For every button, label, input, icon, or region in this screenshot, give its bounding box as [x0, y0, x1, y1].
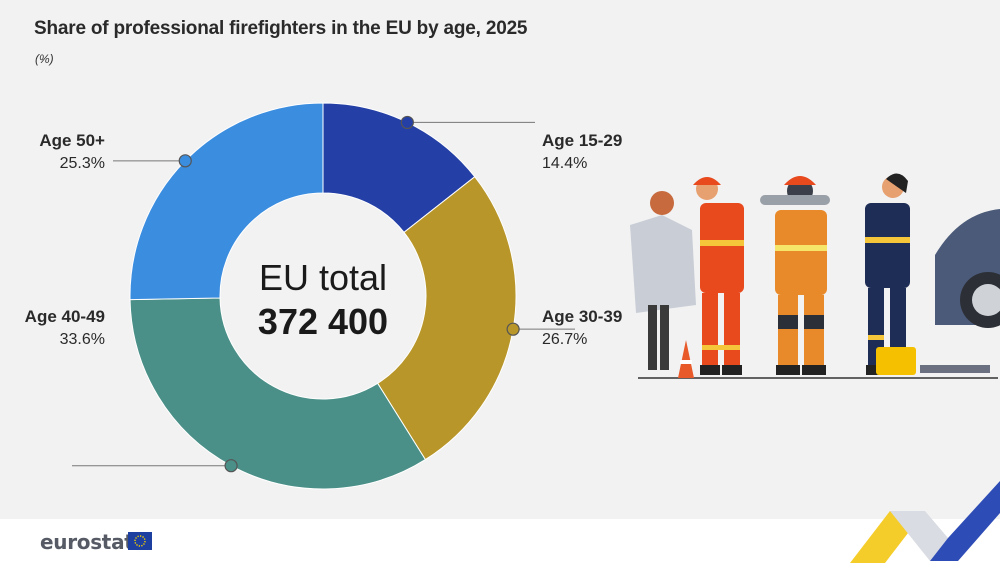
slice-value-label: 26.7% [542, 331, 587, 348]
slice-marker [224, 459, 238, 473]
slice-age-30-39 [376, 176, 517, 461]
slice-label: Age 40-49 [25, 307, 105, 326]
chart-title: Share of professional firefighters in th… [34, 18, 528, 39]
slice-marker [178, 154, 192, 168]
center-label-title: EU total [259, 257, 387, 298]
slice-marker [400, 115, 414, 130]
slice-label: Age 30-39 [542, 307, 622, 326]
slice-marker [506, 322, 520, 336]
eurostat-logo: eurostat [40, 530, 134, 554]
slice-age-40-49 [129, 297, 427, 490]
chart-unit: (%) [35, 52, 54, 66]
slice-label: Age 15-29 [542, 131, 622, 150]
slice-value-label: 33.6% [60, 331, 105, 348]
eu-flag-icon [128, 532, 152, 550]
slice-label: Age 50+ [39, 131, 105, 150]
decorative-ribbon [850, 481, 1000, 563]
slice-value-label: 14.4% [542, 155, 587, 172]
slice-value-label: 25.3% [60, 155, 105, 172]
firefighters-illustration [630, 173, 1000, 379]
slice-age-50- [129, 102, 324, 301]
center-label-total: 372 400 [258, 301, 388, 342]
footer-bar [0, 519, 1000, 563]
